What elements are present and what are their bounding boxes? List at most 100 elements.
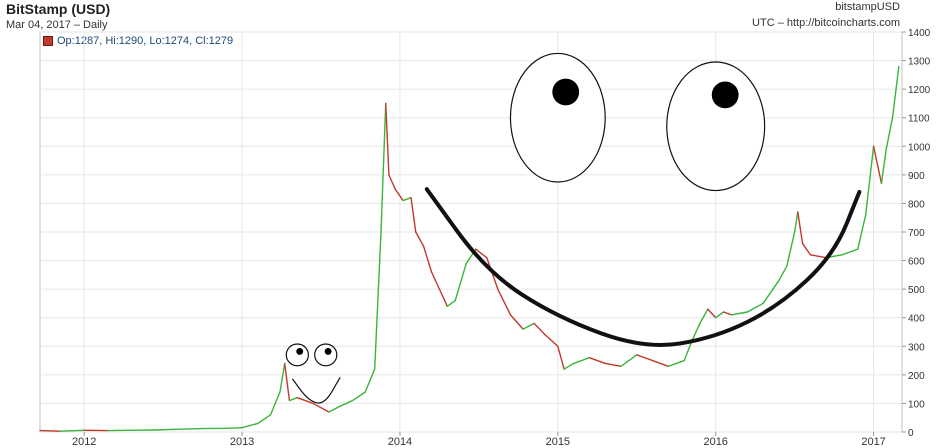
price-segment — [225, 427, 243, 429]
price-segment — [544, 334, 559, 347]
price-segment — [691, 322, 701, 342]
x-tick-label: 2015 — [546, 436, 570, 448]
price-segment — [269, 391, 281, 416]
x-tick-label: 2014 — [388, 436, 412, 448]
price-segment — [857, 214, 867, 250]
smile-mouth-icon — [424, 187, 862, 347]
chart-date: Mar 04, 2017 – Daily — [6, 19, 108, 31]
legend-swatch-icon — [43, 36, 53, 46]
price-segment — [683, 339, 693, 362]
price-segment — [388, 174, 396, 190]
y-tick-label: 200 — [908, 371, 925, 382]
price-segment — [533, 322, 546, 336]
price-segment — [841, 248, 859, 256]
price-segment — [430, 271, 441, 290]
price-segment — [872, 145, 883, 185]
price-segment — [154, 428, 180, 431]
price-segment — [730, 311, 748, 316]
price-segment — [380, 102, 387, 233]
price-segment — [746, 302, 764, 313]
y-tick-label: 0 — [908, 428, 914, 439]
y-tick-label: 500 — [908, 285, 925, 296]
price-segment — [454, 262, 467, 302]
price-segment — [438, 288, 449, 307]
price-segment — [328, 405, 341, 413]
price-segment — [620, 354, 638, 367]
smile-mouth-icon — [292, 377, 341, 404]
price-segment — [39, 429, 62, 432]
price-segment — [786, 231, 796, 267]
chart-title: BitStamp (USD) — [6, 1, 111, 17]
price-segment — [509, 314, 524, 330]
y-tick-label: 400 — [908, 314, 925, 325]
eye-outline-icon — [509, 52, 606, 183]
price-segment — [402, 197, 412, 202]
price-segment — [588, 357, 606, 365]
y-tick-label: 700 — [908, 228, 925, 239]
price-segment — [373, 231, 382, 370]
y-tick-label: 800 — [908, 199, 925, 210]
price-segment — [699, 308, 709, 325]
price-segment — [284, 362, 291, 402]
price-segment — [885, 117, 894, 150]
price-segment — [707, 308, 717, 319]
y-tick-label: 1000 — [908, 142, 931, 153]
y-tick-label: 300 — [908, 342, 925, 353]
price-segment — [891, 65, 900, 119]
price-segment — [563, 362, 575, 370]
y-tick-label: 900 — [908, 171, 925, 182]
ohlc-values: Op:1287, Hi:1290, Lo:1274, Cl:1279 — [57, 35, 234, 47]
x-tick-label: 2012 — [72, 436, 96, 448]
price-segment — [604, 362, 622, 367]
grid-lines — [40, 31, 902, 433]
smiley-annotations — [285, 52, 862, 404]
price-segment — [880, 148, 887, 185]
price-segment — [422, 245, 433, 273]
price-segment — [279, 362, 286, 393]
price-segment — [446, 299, 456, 307]
y-tick-label: 1400 — [908, 28, 931, 39]
x-tick-label: 2013 — [230, 436, 254, 448]
eye-pupil-icon — [324, 347, 332, 355]
price-segment — [557, 345, 565, 370]
price-segment — [241, 422, 259, 429]
price-segment — [636, 354, 654, 362]
y-tick-label: 600 — [908, 257, 925, 268]
price-segment — [410, 197, 417, 233]
price-segment — [667, 359, 685, 367]
eye-pupil-icon — [552, 78, 580, 106]
eye-outline-icon — [285, 343, 309, 367]
price-segment — [522, 322, 535, 330]
price-segment — [809, 254, 827, 259]
price-segment — [415, 231, 425, 247]
price-segment — [797, 211, 804, 245]
price-segment — [572, 357, 591, 365]
price-segment — [793, 211, 799, 233]
price-segment — [475, 248, 488, 259]
y-tick-label: 100 — [908, 399, 925, 410]
eye-outline-icon — [314, 343, 338, 367]
eye-pupil-icon — [711, 81, 739, 109]
price-segment — [722, 311, 733, 316]
price-segment — [288, 397, 299, 402]
price-segment — [257, 414, 272, 425]
price-segment — [178, 427, 204, 430]
y-tick-label: 1300 — [908, 57, 931, 68]
y-tick-label: 1100 — [908, 114, 930, 125]
data-source: UTC – http://bitcoincharts.com — [752, 17, 900, 29]
y-tick-label: 1200 — [908, 85, 931, 96]
price-segment — [864, 145, 875, 216]
eye-outline-icon — [666, 61, 766, 192]
price-segment — [296, 397, 314, 405]
price-segment — [312, 402, 330, 413]
ohlc-legend: Op:1287, Hi:1290, Lo:1274, Cl:1279 — [43, 35, 233, 47]
price-segment — [394, 188, 404, 202]
price-segment — [351, 391, 366, 402]
price-segment — [385, 102, 390, 176]
y-axis: 0 100 200 300 400 500 600 700 800 900 1000 1100 1200… — [902, 28, 931, 439]
price-segment — [778, 265, 788, 282]
x-axis: 2012 2013 2014 2015 2016 2017 — [72, 432, 886, 448]
price-segment — [364, 368, 376, 393]
price-segment — [59, 429, 85, 432]
